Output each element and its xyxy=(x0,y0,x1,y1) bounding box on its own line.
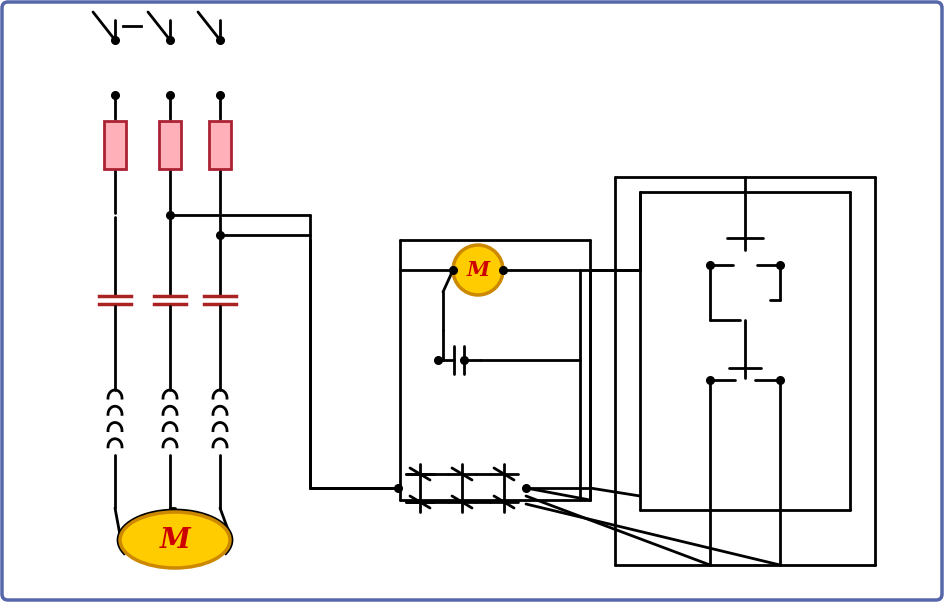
FancyBboxPatch shape xyxy=(104,121,126,169)
Text: M: M xyxy=(466,260,490,280)
Ellipse shape xyxy=(120,512,230,568)
FancyBboxPatch shape xyxy=(209,121,231,169)
Ellipse shape xyxy=(453,245,503,295)
FancyBboxPatch shape xyxy=(159,121,181,169)
Text: M: M xyxy=(160,527,191,553)
